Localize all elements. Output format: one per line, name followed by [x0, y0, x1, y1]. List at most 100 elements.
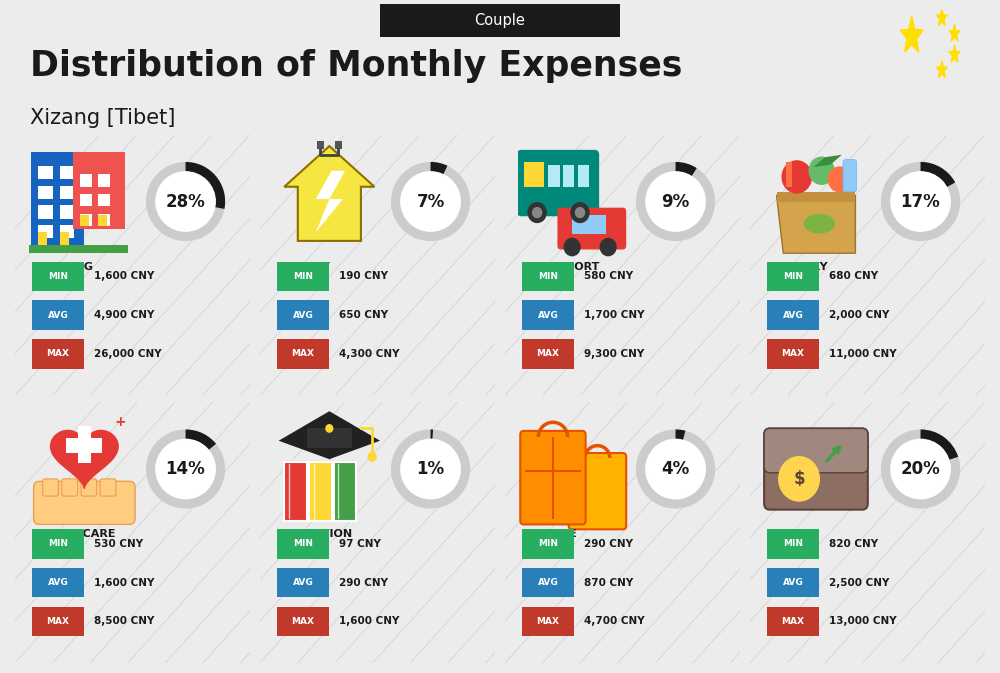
Wedge shape: [921, 429, 958, 460]
Text: AVG: AVG: [538, 311, 558, 320]
Wedge shape: [881, 429, 960, 509]
FancyBboxPatch shape: [317, 141, 324, 149]
Wedge shape: [676, 162, 697, 176]
Circle shape: [891, 439, 950, 499]
Polygon shape: [777, 195, 855, 253]
Circle shape: [809, 157, 834, 184]
Text: OTHER: OTHER: [770, 529, 812, 539]
Polygon shape: [284, 146, 374, 241]
FancyBboxPatch shape: [572, 215, 606, 234]
Polygon shape: [949, 24, 960, 41]
FancyBboxPatch shape: [522, 568, 574, 598]
FancyBboxPatch shape: [767, 606, 819, 636]
FancyBboxPatch shape: [767, 529, 819, 559]
FancyBboxPatch shape: [764, 429, 868, 472]
Text: 190 CNY: 190 CNY: [339, 271, 388, 281]
FancyBboxPatch shape: [277, 339, 329, 369]
FancyBboxPatch shape: [522, 606, 574, 636]
FancyBboxPatch shape: [80, 194, 92, 207]
FancyBboxPatch shape: [38, 166, 53, 180]
Circle shape: [401, 439, 460, 499]
FancyBboxPatch shape: [277, 529, 329, 559]
FancyBboxPatch shape: [98, 194, 110, 207]
Text: $: $: [793, 470, 805, 488]
FancyBboxPatch shape: [60, 205, 74, 219]
Circle shape: [782, 161, 811, 193]
FancyBboxPatch shape: [32, 300, 84, 330]
Circle shape: [828, 167, 851, 192]
FancyBboxPatch shape: [309, 462, 332, 521]
FancyBboxPatch shape: [38, 186, 53, 199]
FancyBboxPatch shape: [80, 174, 92, 186]
FancyBboxPatch shape: [522, 300, 574, 330]
Polygon shape: [949, 45, 960, 62]
Ellipse shape: [804, 214, 835, 234]
Text: 14%: 14%: [166, 460, 205, 478]
Text: AVG: AVG: [783, 311, 803, 320]
Text: 17%: 17%: [901, 192, 940, 211]
Text: 1,600 CNY: 1,600 CNY: [94, 577, 155, 588]
Wedge shape: [636, 429, 715, 509]
FancyBboxPatch shape: [764, 429, 868, 509]
FancyBboxPatch shape: [277, 606, 329, 636]
FancyBboxPatch shape: [80, 215, 89, 226]
FancyBboxPatch shape: [66, 438, 102, 453]
Polygon shape: [316, 171, 345, 232]
FancyBboxPatch shape: [43, 479, 58, 496]
Wedge shape: [881, 162, 960, 241]
FancyBboxPatch shape: [277, 568, 329, 598]
Text: 1,700 CNY: 1,700 CNY: [584, 310, 645, 320]
Text: 1%: 1%: [416, 460, 445, 478]
Polygon shape: [900, 16, 923, 52]
Text: Xizang [Tibet]: Xizang [Tibet]: [30, 108, 175, 128]
FancyBboxPatch shape: [78, 426, 91, 463]
Text: MAX: MAX: [781, 617, 804, 626]
Text: 9,300 CNY: 9,300 CNY: [584, 349, 644, 359]
Text: 870 CNY: 870 CNY: [584, 577, 633, 588]
Circle shape: [528, 203, 546, 223]
Text: AVG: AVG: [293, 578, 313, 587]
Wedge shape: [921, 162, 955, 187]
Text: 1,600 CNY: 1,600 CNY: [94, 271, 155, 281]
FancyBboxPatch shape: [517, 150, 599, 216]
FancyBboxPatch shape: [563, 165, 574, 186]
FancyBboxPatch shape: [80, 214, 92, 226]
Polygon shape: [51, 431, 118, 488]
Text: EDUCATION: EDUCATION: [280, 529, 352, 539]
Text: TRANSPORT: TRANSPORT: [525, 262, 600, 272]
Text: HEALTHCARE: HEALTHCARE: [35, 529, 115, 539]
Text: 290 CNY: 290 CNY: [584, 539, 633, 548]
FancyBboxPatch shape: [29, 244, 128, 253]
FancyBboxPatch shape: [38, 225, 53, 238]
Wedge shape: [186, 429, 216, 450]
Text: 530 CNY: 530 CNY: [94, 539, 143, 548]
Circle shape: [646, 172, 705, 232]
Text: MAX: MAX: [291, 617, 314, 626]
Circle shape: [575, 208, 584, 217]
Text: 97 CNY: 97 CNY: [339, 539, 381, 548]
FancyBboxPatch shape: [98, 215, 107, 226]
Circle shape: [891, 172, 950, 232]
Text: MIN: MIN: [293, 272, 313, 281]
FancyBboxPatch shape: [277, 262, 329, 291]
FancyBboxPatch shape: [32, 339, 84, 369]
Circle shape: [564, 238, 580, 256]
Text: GROCERY: GROCERY: [770, 262, 828, 272]
FancyBboxPatch shape: [60, 225, 74, 238]
Text: MIN: MIN: [48, 539, 68, 548]
Text: 650 CNY: 650 CNY: [339, 310, 388, 320]
FancyBboxPatch shape: [38, 232, 47, 244]
Text: MAX: MAX: [536, 349, 559, 359]
FancyBboxPatch shape: [334, 462, 356, 521]
Text: Couple: Couple: [475, 13, 525, 28]
FancyBboxPatch shape: [520, 431, 586, 524]
Polygon shape: [936, 9, 947, 26]
FancyBboxPatch shape: [32, 568, 84, 598]
FancyBboxPatch shape: [522, 339, 574, 369]
Text: 4,700 CNY: 4,700 CNY: [584, 616, 645, 627]
Text: ENERGY: ENERGY: [280, 262, 329, 272]
FancyBboxPatch shape: [548, 165, 560, 186]
Text: 290 CNY: 290 CNY: [339, 577, 388, 588]
FancyBboxPatch shape: [307, 429, 352, 448]
FancyBboxPatch shape: [38, 205, 53, 219]
